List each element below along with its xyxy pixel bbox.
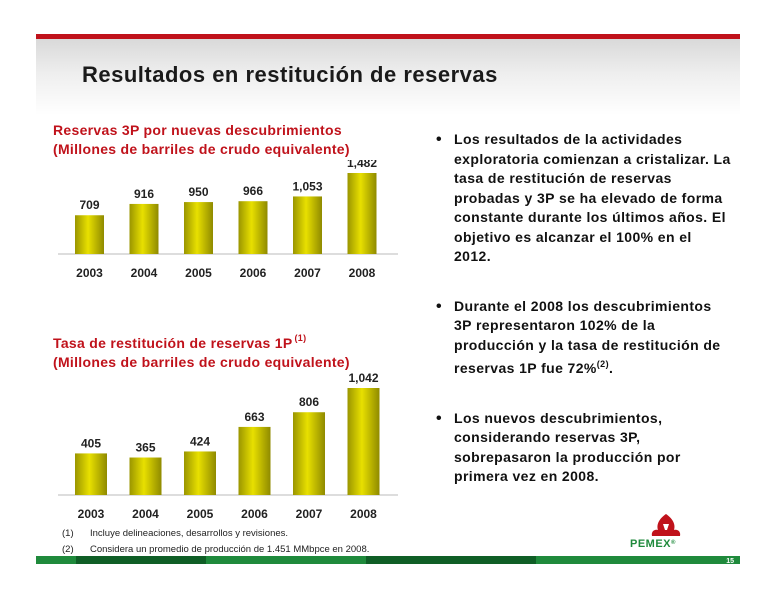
bullet-dot-icon: • (436, 131, 443, 148)
pemex-logo-mark: ® (671, 540, 676, 546)
chart1-data-label-2007: 1,053 (292, 179, 322, 193)
title-band (36, 39, 740, 115)
bullet-dot-icon: • (436, 409, 443, 427)
page-title: Resultados en restitución de reservas (82, 62, 498, 87)
chart2-title-line2: (Millones de barriles de crudo equivalen… (53, 354, 350, 370)
chart2-data-label-2006: 663 (244, 410, 264, 424)
chart1-tick-2006: 2006 (240, 266, 267, 280)
chart1-tick-2007: 2007 (294, 266, 321, 280)
chart1-title-line1: Reservas 3P por nuevas descubrimientos (53, 122, 342, 138)
chart1-tick-2005: 2005 (185, 266, 212, 280)
chart2-bar-2004 (129, 457, 162, 495)
bullet-2-sup: (2) (596, 359, 609, 369)
chart2-tick-2005: 2005 (187, 507, 214, 521)
chart2-data-label-2005: 424 (190, 434, 210, 448)
chart1-bar-2007 (293, 196, 322, 254)
bullet-2-tail: . (608, 360, 614, 376)
chart2-bar-2003 (75, 453, 107, 495)
chart1-bar-2004 (129, 203, 159, 254)
footnote-2-num: (2) (62, 544, 74, 555)
bullet-list: • Los resultados de la actividades explo… (432, 130, 732, 517)
pemex-logo-text: PEMEX® (630, 538, 676, 550)
footer-segment-2 (366, 556, 536, 564)
bullet-2-text: Durante el 2008 los descubrimientos 3P r… (454, 297, 721, 377)
bullet-1-text: Los resultados de la actividades explora… (454, 131, 731, 264)
chart2-bar-2005 (184, 451, 216, 495)
chart2-data-label-2007: 806 (299, 395, 319, 409)
chart1-title: Reservas 3P por nuevas descubrimientos (… (53, 121, 350, 159)
chart2-title-sup: (1) (294, 333, 307, 343)
chart1-data-label-2006: 966 (243, 184, 263, 198)
chart1-data-label-2008: 1,482 (347, 160, 377, 170)
bullet-dot-icon: • (436, 297, 443, 315)
footnote-1-num: (1) (62, 528, 74, 539)
page-number: 15 (726, 558, 734, 565)
pemex-eagle-icon (651, 514, 681, 536)
bullet-2: • Durante el 2008 los descubrimientos 3P… (432, 297, 732, 379)
chart2-bar-2008 (347, 388, 380, 495)
footnote-2: (2) Considera un promedio de producción … (62, 542, 369, 558)
chart1-title-line2: (Millones de barriles de crudo equivalen… (53, 141, 350, 157)
chart2-tasa-restitucion-1p: 405 2003 365 2004 424 2005 663 2006 806 2007 1,042… (58, 371, 398, 521)
chart2-title-line1: Tasa de restitución de reservas 1P (53, 335, 293, 351)
chart1-bar-2005 (184, 202, 213, 254)
chart2-tick-2004: 2004 (132, 507, 159, 521)
footer-segment-1 (76, 556, 206, 564)
chart1-bar-2008 (347, 173, 377, 254)
pemex-logo-word: PEMEX (630, 538, 672, 550)
chart1-tick-2004: 2004 (131, 266, 158, 280)
chart2-tick-2006: 2006 (241, 507, 268, 521)
chart2-data-label-2004: 365 (135, 441, 155, 455)
chart2-title: Tasa de restitución de reservas 1P (1) (M… (53, 329, 350, 372)
chart1-reservas-3p: 709 2003 916 2004 950 2005 966 2006 1,053 2007 1,4… (58, 160, 398, 280)
chart1-tick-2003: 2003 (76, 266, 103, 280)
pemex-logo: PEMEX® (630, 512, 710, 552)
chart2-tick-2003: 2003 (78, 507, 105, 521)
footnote-2-text: Considera un promedio de producción de 1… (90, 544, 370, 555)
footnotes: (1) Incluye delineaciones, desarrollos y… (62, 526, 369, 558)
chart2-bar-2006 (238, 426, 271, 495)
chart2-data-label-2003: 405 (81, 436, 101, 450)
chart2-tick-2008: 2008 (350, 507, 377, 521)
chart1-data-label-2003: 709 (79, 198, 99, 212)
chart1-bar-2003 (75, 215, 104, 254)
bullet-3-text: Los nuevos descubrimientos, considerando… (454, 409, 681, 485)
footnote-1: (1) Incluye delineaciones, desarrollos y… (62, 526, 369, 542)
top-accent-bar (36, 34, 740, 39)
chart2-data-label-2008: 1,042 (348, 371, 378, 385)
footnote-1-text: Incluye delineaciones, desarrollos y rev… (90, 528, 289, 539)
chart1-data-label-2005: 950 (188, 185, 208, 199)
footer-bar (36, 556, 740, 564)
chart2-tick-2007: 2007 (296, 507, 323, 521)
chart1-bar-2006 (238, 201, 268, 254)
bullet-3: • Los nuevos descubrimientos, consideran… (432, 409, 732, 487)
bullet-1: • Los resultados de la actividades explo… (432, 130, 732, 267)
chart2-bar-2007 (293, 412, 325, 495)
chart1-data-label-2004: 916 (134, 187, 154, 201)
chart1-tick-2008: 2008 (349, 266, 376, 280)
